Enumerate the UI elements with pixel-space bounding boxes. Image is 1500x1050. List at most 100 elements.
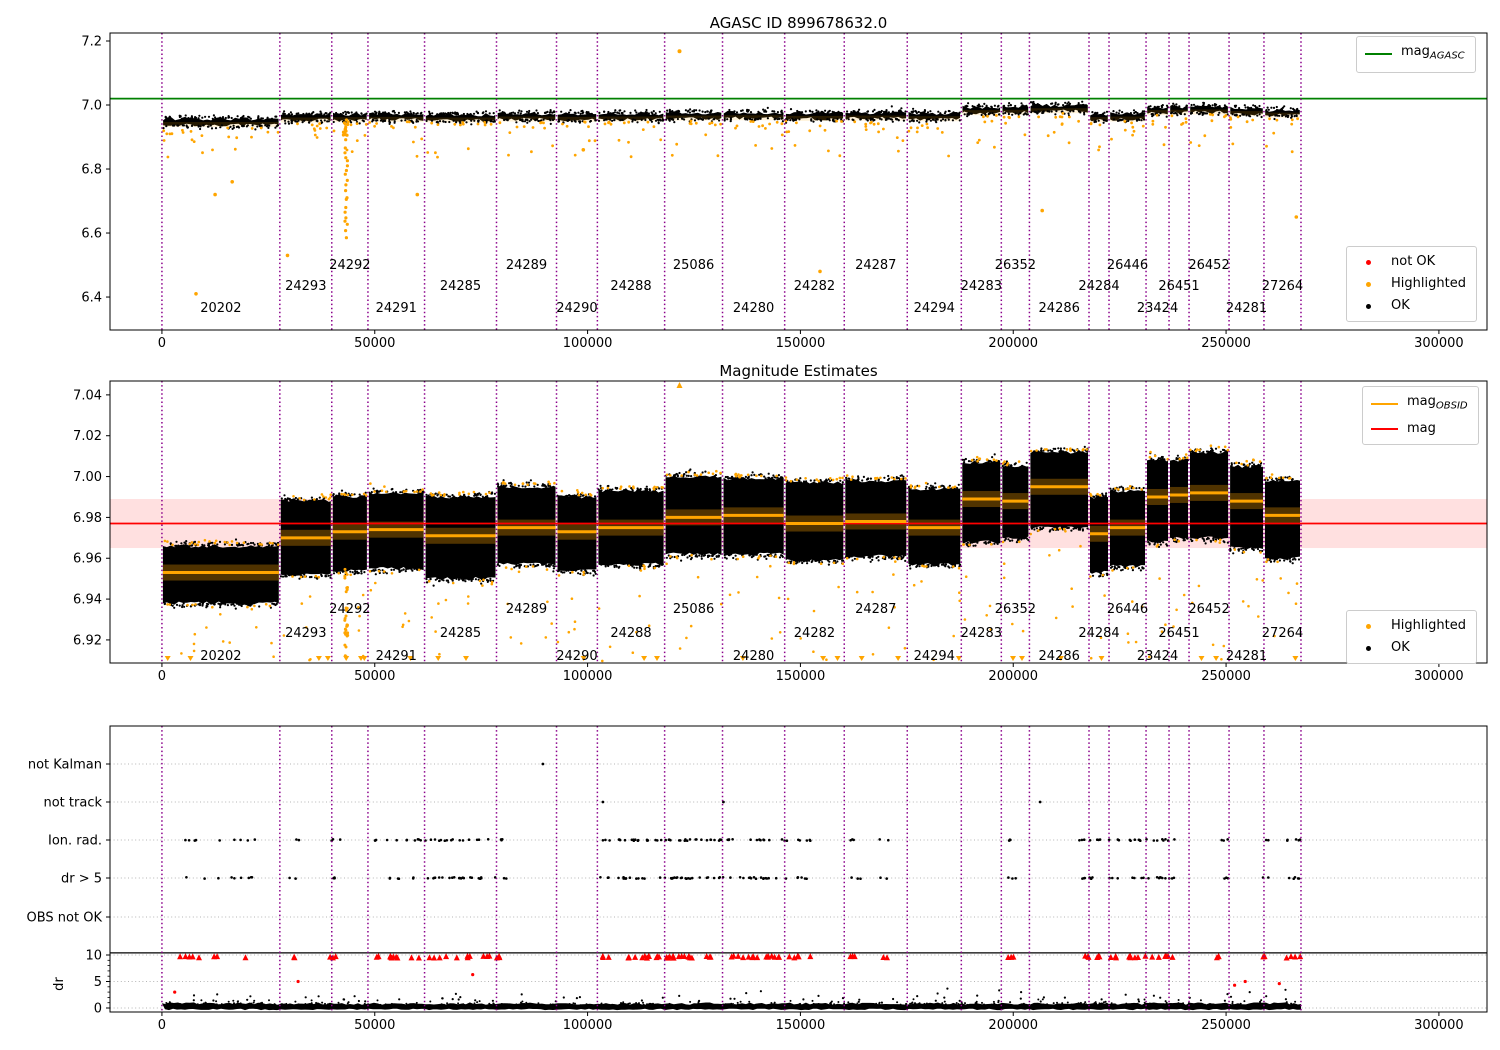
svg-text:Ion. rad.: Ion. rad. [48, 834, 102, 849]
svg-text:24289: 24289 [506, 602, 547, 617]
svg-text:24280: 24280 [733, 649, 774, 664]
svg-text:250000: 250000 [1201, 669, 1251, 684]
svg-text:24286: 24286 [1039, 301, 1080, 316]
svg-text:100000: 100000 [563, 669, 613, 684]
svg-text:24285: 24285 [440, 279, 481, 294]
svg-text:50000: 50000 [354, 336, 395, 351]
legend-row-mag: mag [1371, 418, 1468, 440]
svg-text:24284: 24284 [1078, 279, 1119, 294]
legend-row-ok-2: OK [1355, 637, 1466, 659]
svg-text:24289: 24289 [506, 258, 547, 273]
svg-text:dr > 5: dr > 5 [61, 872, 102, 887]
middle-panel-title: Magnitude Estimates [719, 362, 878, 380]
legend-row-highlighted-2: Highlighted [1355, 615, 1466, 637]
legend-panel2-points: Highlighted OK [1346, 610, 1477, 664]
legend-label-mag: mag [1407, 420, 1436, 436]
svg-text:150000: 150000 [776, 336, 826, 351]
svg-text:26451: 26451 [1158, 279, 1199, 294]
svg-text:250000: 250000 [1201, 336, 1251, 351]
svg-text:24280: 24280 [733, 301, 774, 316]
svg-text:24288: 24288 [610, 626, 651, 641]
svg-text:24294: 24294 [914, 649, 955, 664]
svg-text:26446: 26446 [1107, 602, 1148, 617]
svg-text:26446: 26446 [1107, 258, 1148, 273]
svg-text:6.92: 6.92 [73, 633, 102, 648]
svg-text:24281: 24281 [1226, 649, 1267, 664]
svg-text:200000: 200000 [988, 1018, 1038, 1033]
svg-text:20202: 20202 [200, 301, 241, 316]
svg-text:7.2: 7.2 [81, 35, 102, 50]
svg-text:24292: 24292 [329, 602, 370, 617]
svg-text:24281: 24281 [1226, 301, 1267, 316]
not-ok-dot-icon [1366, 259, 1371, 265]
svg-text:150000: 150000 [776, 1018, 826, 1033]
svg-text:24283: 24283 [961, 279, 1002, 294]
svg-text:not track: not track [43, 796, 102, 811]
legend-label-ok: OK [1391, 298, 1410, 313]
svg-text:250000: 250000 [1201, 1018, 1251, 1033]
legend-label-mag-agasc: magAGASC [1401, 44, 1465, 62]
svg-text:23424: 23424 [1137, 301, 1178, 316]
svg-text:26452: 26452 [1188, 602, 1229, 617]
svg-text:300000: 300000 [1414, 669, 1464, 684]
svg-text:7.02: 7.02 [73, 429, 102, 444]
svg-text:24292: 24292 [329, 258, 370, 273]
svg-text:24288: 24288 [610, 279, 651, 294]
svg-text:300000: 300000 [1414, 336, 1464, 351]
svg-text:7.0: 7.0 [81, 99, 102, 114]
svg-text:6.6: 6.6 [81, 227, 102, 242]
legend-panel1-points: not OK Highlighted OK [1346, 246, 1477, 322]
svg-text:24282: 24282 [794, 626, 835, 641]
svg-text:24290: 24290 [556, 649, 597, 664]
mag-agasc-line-icon [1365, 53, 1392, 56]
svg-text:50000: 50000 [354, 1018, 395, 1033]
svg-text:6.8: 6.8 [81, 163, 102, 178]
svg-text:26352: 26352 [995, 602, 1036, 617]
legend-row-mag-agasc: magAGASC [1365, 41, 1465, 68]
svg-text:24285: 24285 [440, 626, 481, 641]
svg-text:24291: 24291 [376, 301, 417, 316]
svg-text:24293: 24293 [285, 626, 326, 641]
svg-text:OBS not OK: OBS not OK [27, 911, 103, 926]
svg-text:24287: 24287 [855, 602, 896, 617]
svg-text:150000: 150000 [776, 669, 826, 684]
svg-text:6.94: 6.94 [73, 593, 102, 608]
legend-mag-agasc: magAGASC [1356, 36, 1476, 73]
ok-dot-icon [1366, 645, 1371, 651]
svg-text:5: 5 [94, 975, 102, 990]
svg-text:0: 0 [158, 336, 166, 351]
legend-label-ok-2: OK [1391, 640, 1410, 655]
legend-row-mag-obsid: magOBSID [1371, 391, 1468, 418]
ok-dot-icon [1366, 303, 1371, 309]
svg-text:200000: 200000 [988, 336, 1038, 351]
mag-line-icon [1371, 427, 1398, 430]
legend-row-not-ok: not OK [1355, 251, 1466, 273]
legend-row-ok: OK [1355, 295, 1466, 317]
svg-text:24282: 24282 [794, 279, 835, 294]
legend-row-highlighted: Highlighted [1355, 273, 1466, 295]
svg-text:6.4: 6.4 [81, 291, 102, 306]
svg-text:24291: 24291 [376, 649, 417, 664]
top-panel-title: AGASC ID 899678632.0 [709, 14, 888, 32]
svg-text:26352: 26352 [995, 258, 1036, 273]
svg-text:0: 0 [158, 669, 166, 684]
svg-text:26451: 26451 [1158, 626, 1199, 641]
svg-text:27264: 27264 [1262, 626, 1303, 641]
svg-text:0: 0 [94, 1002, 102, 1017]
svg-text:6.98: 6.98 [73, 511, 102, 526]
legend-mag-obsid: magOBSID mag [1362, 386, 1479, 445]
svg-text:dr: dr [52, 977, 67, 991]
svg-text:6.96: 6.96 [73, 552, 102, 567]
legend-label-not-ok: not OK [1391, 254, 1436, 269]
svg-text:25086: 25086 [673, 602, 714, 617]
svg-text:25086: 25086 [673, 258, 714, 273]
legend-label-highlighted: Highlighted [1391, 276, 1466, 291]
svg-text:20202: 20202 [200, 649, 241, 664]
svg-text:7.04: 7.04 [73, 388, 102, 403]
svg-text:100000: 100000 [563, 336, 613, 351]
legend-label-mag-obsid: magOBSID [1407, 394, 1468, 412]
